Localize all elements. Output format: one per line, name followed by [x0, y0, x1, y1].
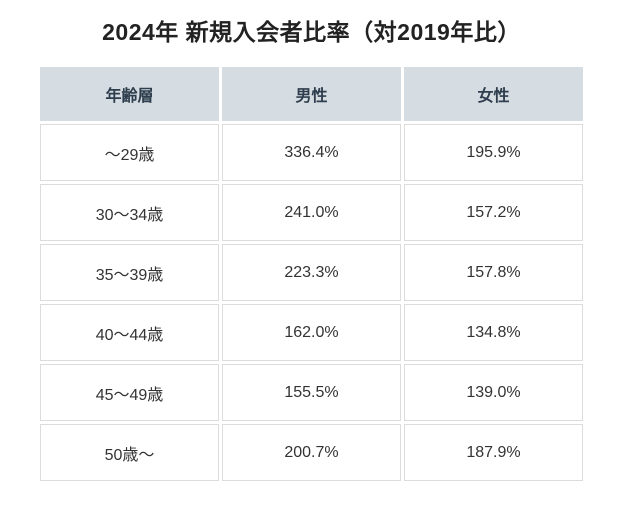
page-title: 2024年 新規入会者比率（対2019年比） [102, 19, 521, 45]
male-value-cell: 241.0% [222, 184, 401, 241]
table-row: 45～49歳 155.5% 139.0% [40, 364, 583, 421]
age-group-cell: 50歳～ [40, 424, 219, 481]
female-value-cell: 134.8% [404, 304, 583, 361]
new-member-ratio-table: 年齢層 男性 女性 ～29歳 336.4% 195.9% 30～34歳 241.… [37, 64, 586, 484]
header-age-group: 年齢層 [40, 67, 219, 121]
header-male: 男性 [222, 67, 401, 121]
header-row: 年齢層 男性 女性 [40, 67, 583, 121]
age-group-cell: 40～44歳 [40, 304, 219, 361]
age-group-cell: 45～49歳 [40, 364, 219, 421]
table-row: 35～39歳 223.3% 157.8% [40, 244, 583, 301]
male-value-cell: 200.7% [222, 424, 401, 481]
female-value-cell: 187.9% [404, 424, 583, 481]
female-value-cell: 157.8% [404, 244, 583, 301]
age-group-cell: ～29歳 [40, 124, 219, 181]
table-row: 50歳～ 200.7% 187.9% [40, 424, 583, 481]
table-row: 40～44歳 162.0% 134.8% [40, 304, 583, 361]
table-header: 年齢層 男性 女性 [40, 67, 583, 121]
female-value-cell: 195.9% [404, 124, 583, 181]
age-group-cell: 30～34歳 [40, 184, 219, 241]
header-female: 女性 [404, 67, 583, 121]
male-value-cell: 155.5% [222, 364, 401, 421]
male-value-cell: 336.4% [222, 124, 401, 181]
female-value-cell: 139.0% [404, 364, 583, 421]
male-value-cell: 223.3% [222, 244, 401, 301]
table-row: ～29歳 336.4% 195.9% [40, 124, 583, 181]
male-value-cell: 162.0% [222, 304, 401, 361]
table-body: ～29歳 336.4% 195.9% 30～34歳 241.0% 157.2% … [40, 124, 583, 481]
table-row: 30～34歳 241.0% 157.2% [40, 184, 583, 241]
female-value-cell: 157.2% [404, 184, 583, 241]
age-group-cell: 35～39歳 [40, 244, 219, 301]
